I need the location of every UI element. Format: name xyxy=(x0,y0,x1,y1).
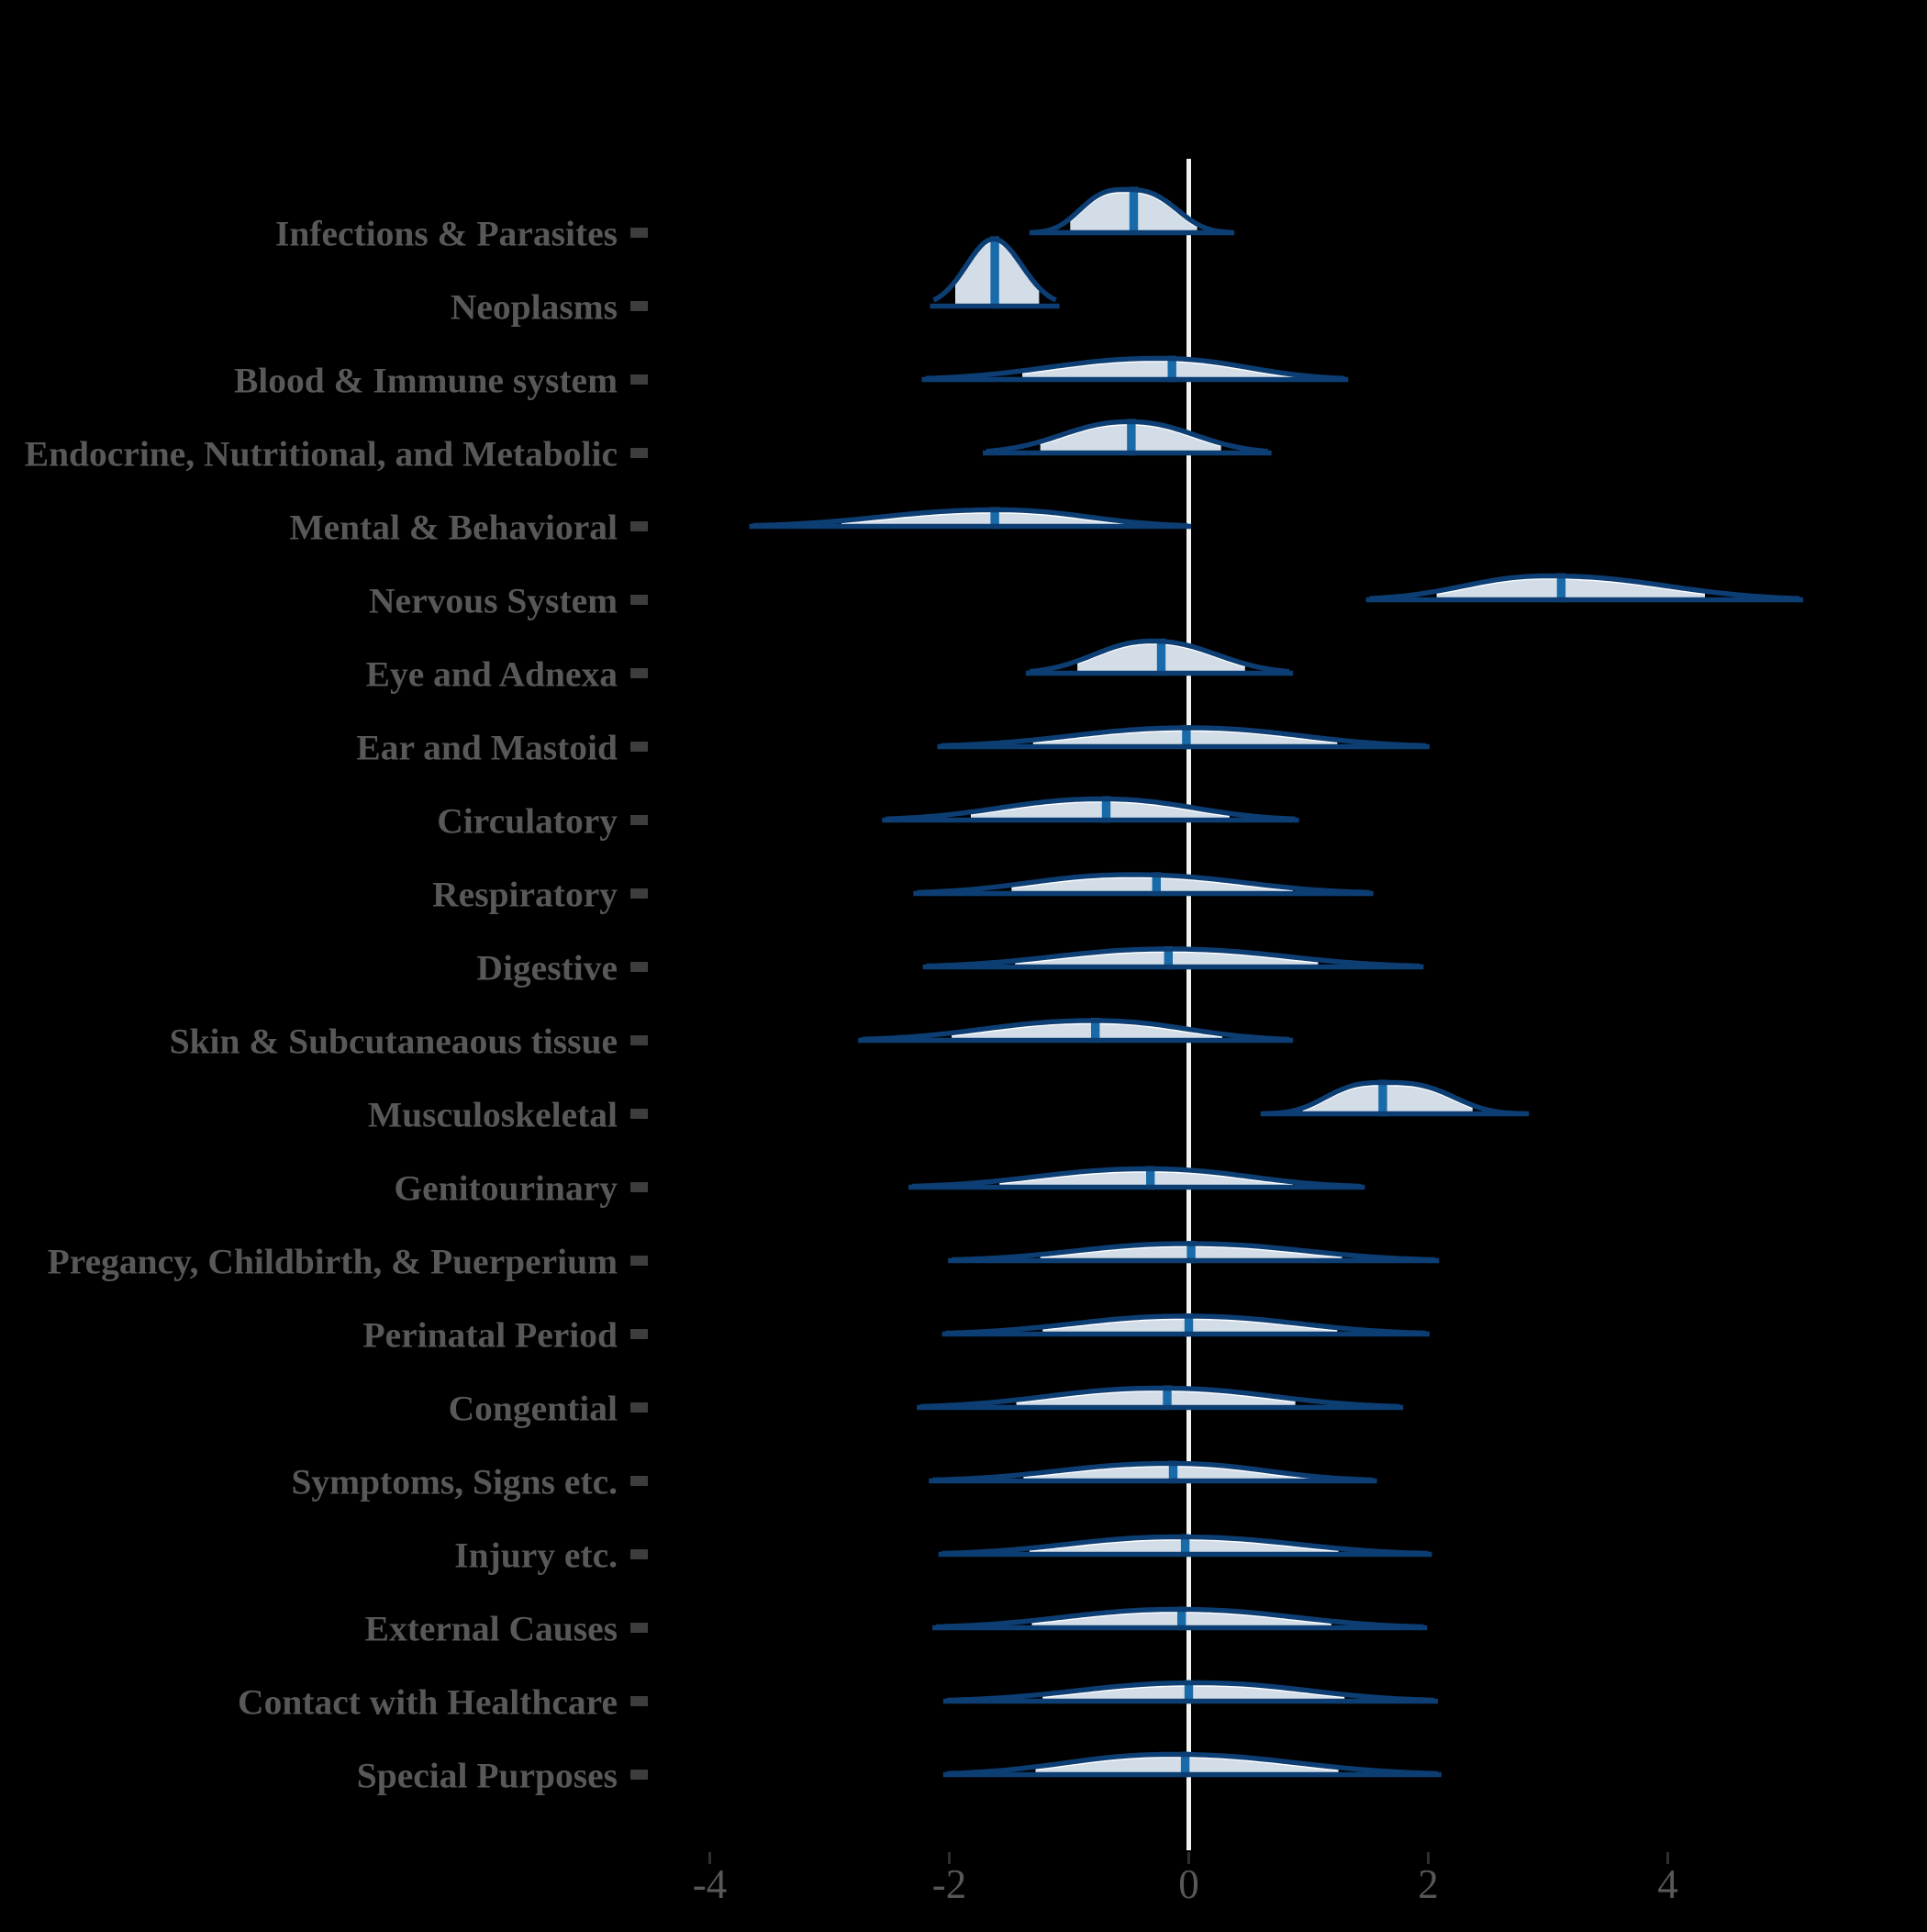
svg-text:Ear and Mastoid: Ear and Mastoid xyxy=(356,727,618,767)
svg-text:Endocrine, Nutritional, and Me: Endocrine, Nutritional, and Metabolic xyxy=(25,433,618,474)
svg-text:2: 2 xyxy=(1418,1861,1439,1907)
svg-text:Musculoskeletal: Musculoskeletal xyxy=(368,1094,618,1134)
svg-text:Eye and Adnexa: Eye and Adnexa xyxy=(366,653,618,694)
svg-text:Perinatal Period: Perinatal Period xyxy=(362,1314,618,1355)
svg-text:Genitourinary: Genitourinary xyxy=(394,1167,618,1208)
svg-text:Symptoms, Signs etc.: Symptoms, Signs etc. xyxy=(291,1461,618,1502)
svg-text:Skin & Subcutaneaous tissue: Skin & Subcutaneaous tissue xyxy=(170,1021,618,1061)
svg-text:Neoplasms: Neoplasms xyxy=(451,286,618,327)
svg-text:Special Purposes: Special Purposes xyxy=(357,1755,618,1795)
svg-text:Blood & Immune system: Blood & Immune system xyxy=(234,360,618,400)
svg-text:0: 0 xyxy=(1178,1861,1199,1907)
svg-text:Congential: Congential xyxy=(449,1388,618,1428)
svg-text:Injury etc.: Injury etc. xyxy=(454,1535,618,1575)
svg-text:Circulatory: Circulatory xyxy=(437,800,618,841)
svg-text:Pregancy, Childbirth, & Puerpe: Pregancy, Childbirth, & Puerperium xyxy=(48,1241,618,1281)
svg-text:-4: -4 xyxy=(693,1861,728,1907)
svg-text:Digestive: Digestive xyxy=(476,947,618,988)
svg-text:4: 4 xyxy=(1657,1861,1678,1907)
svg-text:Nervous System: Nervous System xyxy=(369,580,618,620)
svg-text:Infections & Parasites: Infections & Parasites xyxy=(275,213,618,253)
svg-text:Mental & Behavioral: Mental & Behavioral xyxy=(289,507,618,547)
svg-text:External Causes: External Causes xyxy=(365,1608,618,1648)
svg-text:Contact with Healthcare: Contact with Healthcare xyxy=(238,1681,618,1722)
svg-text:-2: -2 xyxy=(932,1861,967,1907)
svg-text:Respiratory: Respiratory xyxy=(432,874,618,914)
